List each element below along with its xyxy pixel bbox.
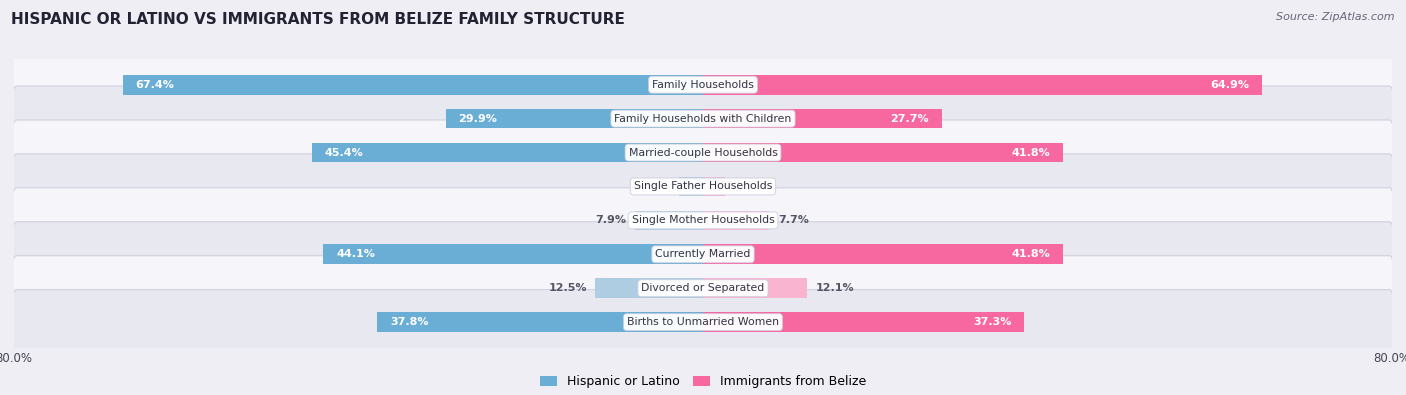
Text: Source: ZipAtlas.com: Source: ZipAtlas.com [1277, 12, 1395, 22]
Bar [703, 278, 807, 298]
Bar [446, 109, 703, 128]
Text: 41.8%: 41.8% [1011, 249, 1050, 259]
Text: 7.7%: 7.7% [778, 215, 808, 226]
Text: 45.4%: 45.4% [325, 148, 364, 158]
Text: 67.4%: 67.4% [135, 80, 174, 90]
Text: Married-couple Households: Married-couple Households [628, 148, 778, 158]
Bar [703, 245, 1063, 264]
Text: 27.7%: 27.7% [890, 114, 928, 124]
Text: Currently Married: Currently Married [655, 249, 751, 259]
FancyBboxPatch shape [13, 188, 1393, 253]
FancyBboxPatch shape [13, 86, 1393, 151]
Text: 64.9%: 64.9% [1211, 80, 1249, 90]
Text: Single Father Households: Single Father Households [634, 181, 772, 192]
Text: 12.1%: 12.1% [815, 283, 855, 293]
Text: Family Households with Children: Family Households with Children [614, 114, 792, 124]
Text: Divorced or Separated: Divorced or Separated [641, 283, 765, 293]
FancyBboxPatch shape [13, 290, 1393, 355]
Bar [679, 177, 703, 196]
Text: 29.9%: 29.9% [458, 114, 498, 124]
Bar [703, 75, 1263, 94]
Text: 12.5%: 12.5% [548, 283, 586, 293]
Legend: Hispanic or Latino, Immigrants from Belize: Hispanic or Latino, Immigrants from Beli… [534, 370, 872, 393]
Text: 2.5%: 2.5% [733, 181, 763, 192]
Bar [703, 312, 1024, 332]
Text: 7.9%: 7.9% [595, 215, 626, 226]
Text: HISPANIC OR LATINO VS IMMIGRANTS FROM BELIZE FAMILY STRUCTURE: HISPANIC OR LATINO VS IMMIGRANTS FROM BE… [11, 12, 626, 27]
FancyBboxPatch shape [13, 52, 1393, 117]
FancyBboxPatch shape [13, 256, 1393, 321]
Text: Births to Unmarried Women: Births to Unmarried Women [627, 317, 779, 327]
Bar [636, 211, 703, 230]
Bar [122, 75, 703, 94]
Text: 37.8%: 37.8% [391, 317, 429, 327]
FancyBboxPatch shape [13, 154, 1393, 219]
FancyBboxPatch shape [13, 120, 1393, 185]
FancyBboxPatch shape [13, 222, 1393, 287]
Text: 41.8%: 41.8% [1011, 148, 1050, 158]
Text: 37.3%: 37.3% [973, 317, 1011, 327]
Bar [312, 143, 703, 162]
Text: Single Mother Households: Single Mother Households [631, 215, 775, 226]
Bar [703, 109, 942, 128]
Bar [703, 177, 724, 196]
Text: 44.1%: 44.1% [336, 249, 375, 259]
Bar [595, 278, 703, 298]
Text: Family Households: Family Households [652, 80, 754, 90]
Text: 2.8%: 2.8% [640, 181, 671, 192]
Bar [377, 312, 703, 332]
Bar [703, 143, 1063, 162]
Bar [703, 211, 769, 230]
Bar [323, 245, 703, 264]
